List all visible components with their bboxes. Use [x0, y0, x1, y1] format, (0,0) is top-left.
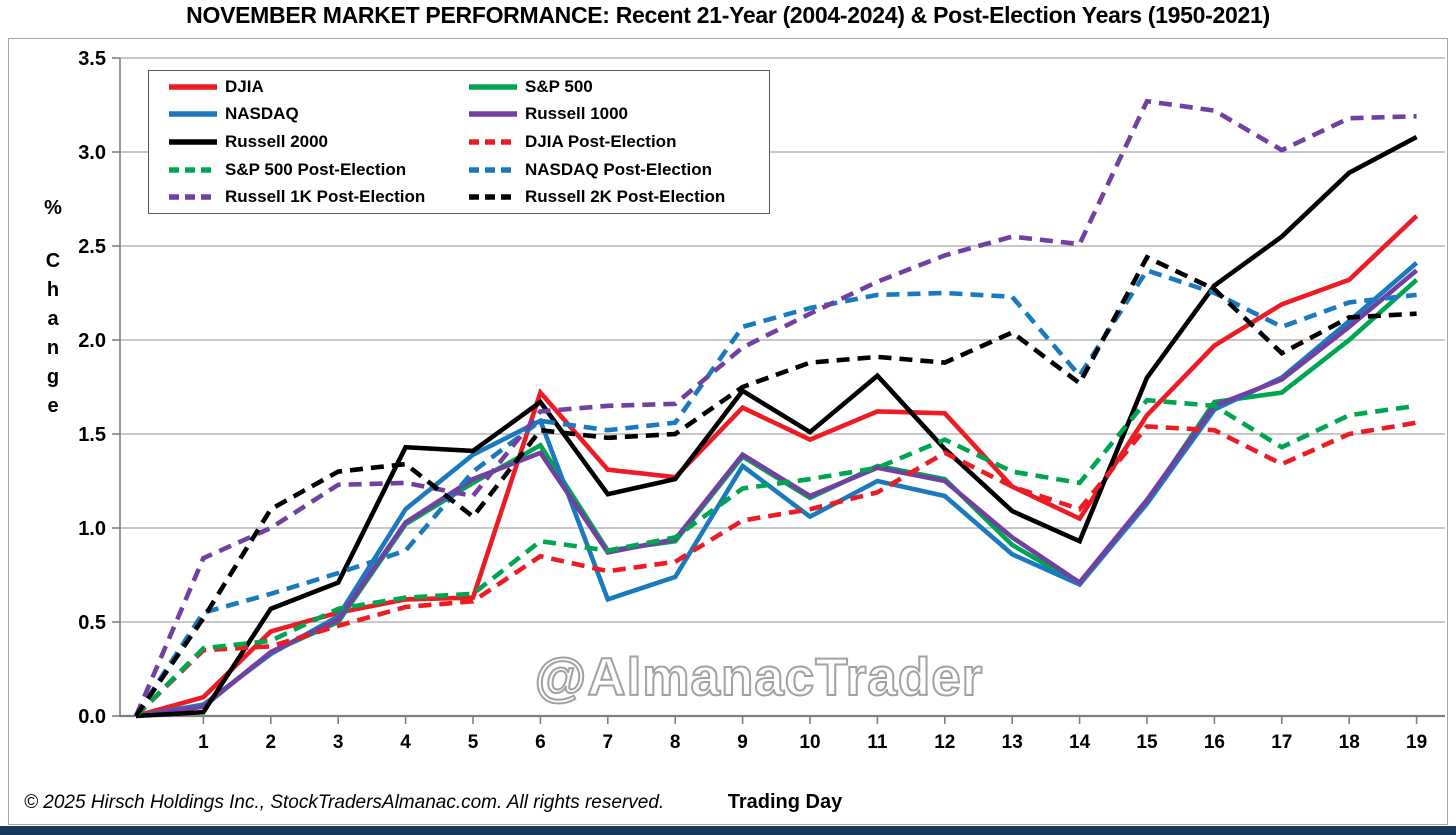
legend-item-s-p-500-post-election: S&P 500 Post-Election	[169, 160, 469, 180]
y-axis-title-char: n	[46, 337, 60, 359]
legend-line-sample	[469, 84, 517, 90]
legend-item-russell-1000: Russell 1000	[469, 104, 769, 124]
x-tick-label: 8	[670, 732, 681, 753]
y-tick-label: 1.0	[78, 518, 106, 540]
legend-item-russell-2000: Russell 2000	[169, 132, 469, 152]
legend-box: DJIA S&P 500 NASDAQ Russell 1000 Russell 200…	[148, 70, 770, 214]
legend-line-sample	[169, 194, 217, 200]
chart-title: NOVEMBER MARKET PERFORMANCE: Recent 21-Y…	[186, 2, 1270, 28]
x-tick-label: 18	[1339, 732, 1360, 753]
legend-label: S&P 500	[525, 76, 593, 96]
x-tick-label: 19	[1406, 732, 1427, 753]
series-line-russell-2k-post-election	[134, 254, 1417, 718]
legend-label: NASDAQ	[225, 104, 299, 124]
y-axis-title-char: h	[46, 279, 60, 301]
x-tick-label: 14	[1069, 732, 1091, 753]
legend-item-djia-post-election: DJIA Post-Election	[469, 132, 769, 152]
series-line-nasdaq-post-election	[134, 267, 1417, 718]
series-line-djia-post-election	[134, 420, 1417, 718]
y-axis-title-char: g	[46, 366, 60, 388]
x-tick-label: 13	[1002, 732, 1023, 753]
x-tick-label: 6	[535, 732, 546, 753]
legend-item-russell-2k-post-election: Russell 2K Post-Election	[469, 187, 769, 207]
legend-label: DJIA Post-Election	[525, 131, 677, 151]
x-tick-label: 12	[934, 732, 955, 753]
legend-line-sample	[169, 166, 217, 173]
x-tick-label: 9	[737, 732, 748, 753]
y-tick-label: 3.5	[78, 48, 106, 70]
legend-label: Russell 1K Post-Election	[225, 187, 426, 207]
legend-line-sample	[469, 139, 517, 145]
x-tick-label: 10	[799, 732, 820, 753]
y-axis-title-char: %	[44, 197, 62, 219]
y-axis-title-char: e	[47, 395, 59, 417]
x-tick-label: 2	[266, 732, 277, 753]
y-tick-label: 0.5	[78, 612, 106, 634]
series-line-russell-2000	[135, 134, 1418, 719]
x-tick-label: 3	[333, 732, 344, 753]
y-tick-label: 2.0	[78, 330, 106, 352]
y-tick-label: 1.5	[78, 424, 106, 446]
legend-label: Russell 1000	[525, 104, 629, 124]
legend-line-sample	[469, 166, 517, 173]
legend-line-sample	[169, 84, 217, 90]
legend-label: NASDAQ Post-Election	[525, 159, 713, 179]
y-tick-label: 3.0	[78, 142, 106, 164]
x-tick-label: 4	[400, 732, 411, 753]
x-axis-title: Trading Day	[727, 791, 843, 813]
legend-label: DJIA	[225, 76, 264, 96]
y-axis-title-char: C	[45, 250, 61, 272]
copyright-text: © 2025 Hirsch Holdings Inc., StockTrader…	[24, 792, 665, 813]
legend-line-sample	[169, 111, 217, 118]
legend-item-nasdaq-post-election: NASDAQ Post-Election	[469, 160, 769, 180]
legend-item-nasdaq: NASDAQ	[169, 104, 469, 124]
legend-label: S&P 500 Post-Election	[225, 159, 407, 179]
legend-line-sample	[169, 139, 217, 145]
y-tick-label: 2.5	[78, 236, 106, 258]
watermark: @AlmanacTrader	[534, 647, 984, 708]
x-tick-label: 16	[1204, 732, 1225, 753]
y-tick-label: 0.0	[78, 706, 106, 728]
x-tick-label: 11	[867, 732, 888, 753]
series-line-russell-1k-post-election	[133, 98, 1417, 717]
legend-label: Russell 2K Post-Election	[525, 187, 726, 207]
series-line-djia	[135, 214, 1419, 719]
x-tick-label: 7	[603, 732, 614, 753]
legend-item-russell-1k-post-election: Russell 1K Post-Election	[169, 187, 469, 207]
bottom-accent-bar	[0, 826, 1456, 835]
y-axis-title-char: a	[47, 308, 59, 330]
x-tick-label: 5	[468, 732, 479, 753]
x-tick-label: 17	[1271, 732, 1292, 753]
legend-line-sample	[469, 111, 517, 118]
legend-item-s-p-500: S&P 500	[469, 77, 769, 97]
legend-label: Russell 2000	[225, 131, 329, 151]
x-tick-label: 1	[198, 732, 209, 753]
series-line-russell-1000	[135, 268, 1419, 719]
legend-line-sample	[469, 194, 517, 200]
chart-frame: 0.0 0.5 1.0 1.5 2.0 2.5 3.0 3.5 1 2 3 4 5 6 7 8 9 10 11 12 1…	[8, 38, 1448, 825]
legend-item-djia: DJIA	[169, 77, 469, 97]
x-tick-label: 15	[1136, 732, 1158, 753]
